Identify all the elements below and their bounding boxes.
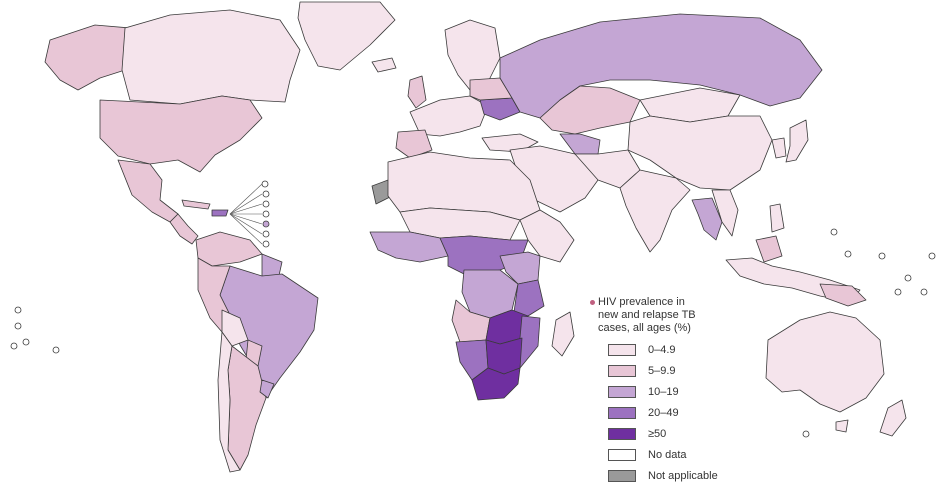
- legend-title-line-3: cases, all ages (%): [598, 322, 691, 334]
- region-hispaniola: [211, 209, 229, 217]
- legend-bullet-icon: [590, 300, 595, 305]
- region-tanzania: [513, 279, 545, 317]
- region-korea: [771, 137, 787, 159]
- region-usa: [99, 95, 263, 173]
- legend-item-50-plus: ≥50: [598, 423, 798, 444]
- region-central-asia: [559, 133, 601, 155]
- region-canada: [121, 9, 301, 105]
- region-chile: [217, 331, 241, 473]
- legend-swatch: [608, 406, 636, 419]
- region-south-africa: [471, 367, 521, 401]
- region-iceland: [371, 57, 397, 73]
- legend-item-0-4-9: 0–4.9: [598, 339, 798, 360]
- region-cuba: [181, 199, 211, 210]
- legend-swatch: [608, 427, 636, 440]
- legend-label: No data: [648, 448, 687, 461]
- region-indochina: [711, 189, 739, 237]
- map-legend: HIV prevalence in new and relapse TB cas…: [590, 296, 798, 486]
- legend-swatch: [608, 364, 636, 377]
- region-turkey: [481, 133, 539, 153]
- region-alaska: [44, 24, 131, 91]
- legend-swatch: [608, 343, 636, 356]
- region-kazakhstan: [539, 85, 641, 135]
- region-west-africa: [369, 231, 449, 263]
- region-central-america: [169, 213, 199, 245]
- region-papua: [819, 283, 867, 307]
- legend-item-10-19: 10–19: [598, 381, 798, 402]
- region-venezuela-colombia: [195, 231, 263, 267]
- legend-title-line-1: HIV prevalence in: [598, 296, 685, 308]
- region-madagascar: [551, 311, 575, 357]
- legend-item-20-49: 20–49: [598, 402, 798, 423]
- legend-title: HIV prevalence in new and relapse TB cas…: [598, 296, 798, 335]
- region-japan: [785, 119, 809, 163]
- legend-label: Not applicable: [648, 469, 718, 482]
- region-myanmar-thailand: [691, 197, 723, 241]
- region-greenland: [297, 1, 396, 71]
- legend-item-not-applicable: Not applicable: [598, 465, 798, 486]
- legend-label: 20–49: [648, 406, 679, 419]
- legend-label: ≥50: [648, 427, 667, 440]
- region-botswana-zimbabwe: [485, 337, 523, 375]
- legend-item-no-data: No data: [598, 444, 798, 465]
- region-india: [619, 169, 691, 253]
- region-borneo: [755, 235, 783, 263]
- legend-label: 0–4.9: [648, 343, 676, 356]
- legend-label: 10–19: [648, 385, 679, 398]
- region-australia: [765, 311, 885, 413]
- region-uruguay: [259, 379, 275, 399]
- region-horn-of-africa: [519, 209, 575, 263]
- legend-title-line-2: new and relapse TB: [598, 309, 696, 321]
- region-mexico: [117, 159, 179, 223]
- region-china: [627, 115, 773, 191]
- marker-leader-lines: [229, 183, 263, 245]
- region-philippines: [769, 203, 785, 233]
- legend-swatch: [608, 385, 636, 398]
- legend-item-5-9-9: 5–9.9: [598, 360, 798, 381]
- region-russia: [499, 13, 823, 119]
- region-tasmania: [835, 419, 849, 433]
- region-bolivia: [221, 309, 249, 347]
- region-new-zealand: [879, 399, 907, 437]
- region-eastern-europe: [469, 77, 513, 101]
- legend-swatch: [608, 448, 636, 461]
- region-uk: [407, 75, 427, 109]
- small-territory-markers: [10, 180, 936, 438]
- legend-label: 5–9.9: [648, 364, 676, 377]
